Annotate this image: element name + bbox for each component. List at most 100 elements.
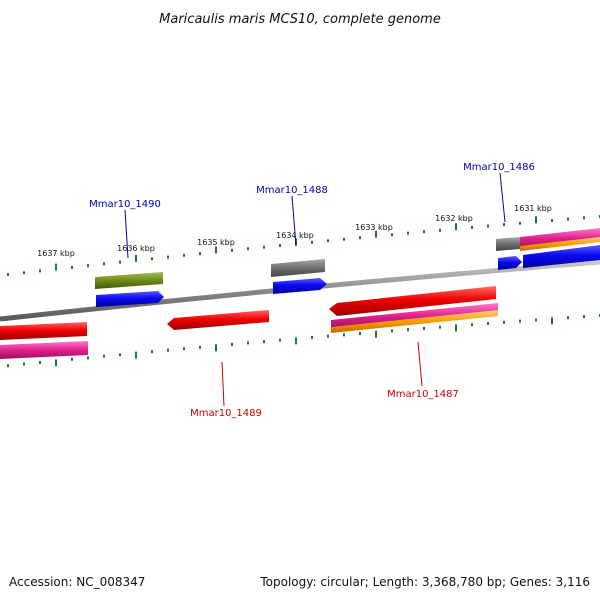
gene-label-mmar10-1489[interactable]: Mmar10_1489	[190, 408, 262, 419]
minor-tick	[407, 231, 409, 235]
feature-magenta[interactable]	[331, 303, 498, 329]
minor-tick	[311, 240, 313, 244]
minor-tick	[183, 347, 185, 351]
tick-label-1637: 1637 kbp	[37, 249, 75, 258]
minor-tick	[71, 357, 73, 361]
minor-tick	[39, 269, 41, 273]
minor-tick	[103, 354, 105, 358]
minor-tick	[183, 253, 185, 257]
minor-tick	[439, 325, 441, 329]
minor-tick	[151, 257, 153, 261]
gene-label-mmar10-1486[interactable]: Mmar10_1486	[463, 162, 535, 173]
minor-tick	[327, 239, 329, 243]
minor-tick	[359, 332, 361, 335]
label-leader-line	[291, 195, 297, 247]
minor-tick	[263, 340, 265, 344]
minor-tick	[519, 319, 521, 323]
minor-tick	[71, 265, 73, 269]
minor-tick	[567, 217, 569, 221]
label-leader-line	[499, 172, 506, 223]
minor-tick	[7, 364, 9, 368]
gene-arrow[interactable]	[523, 245, 600, 268]
minor-tick	[263, 245, 265, 249]
minor-tick	[279, 244, 281, 247]
gene-arrow[interactable]	[0, 322, 87, 340]
minor-tick	[503, 223, 505, 227]
gene-mmar10-1489-arrow[interactable]	[167, 310, 269, 330]
tick-label-1632: 1632 kbp	[435, 214, 473, 223]
minor-tick	[423, 230, 425, 234]
genome-info-text: Topology: circular; Length: 3,368,780 bp…	[260, 575, 590, 589]
minor-tick	[7, 273, 9, 277]
minor-tick	[199, 252, 201, 256]
minor-tick	[167, 255, 169, 259]
minor-tick	[423, 326, 425, 330]
minor-tick	[343, 237, 345, 241]
minor-tick	[471, 323, 473, 327]
minor-tick	[503, 320, 505, 324]
gene-mmar10-1487-arrow[interactable]	[329, 286, 496, 316]
minor-tick	[359, 236, 361, 240]
minor-tick	[39, 361, 41, 364]
minor-tick	[471, 225, 473, 229]
minor-tick	[535, 318, 537, 322]
minor-tick	[439, 228, 441, 232]
lower-tick-row	[7, 314, 600, 368]
minor-tick	[23, 271, 25, 275]
label-leader-line	[124, 209, 129, 259]
label-leader-line	[221, 361, 225, 407]
minor-tick	[327, 334, 329, 338]
minor-tick	[567, 316, 569, 320]
tick-label-1636: 1636 kbp	[117, 244, 155, 253]
minor-tick	[583, 216, 585, 220]
major-tick	[455, 324, 457, 332]
label-leader-line	[417, 341, 423, 387]
major-tick	[215, 344, 217, 352]
minor-tick	[167, 348, 169, 352]
major-tick	[551, 317, 553, 325]
gene-mmar10-1486-arrow[interactable]	[498, 256, 522, 270]
major-tick	[135, 351, 137, 359]
major-tick	[295, 337, 297, 345]
feature-gray[interactable]	[496, 237, 520, 251]
map-title: Maricaulis maris MCS10, complete genome	[159, 12, 441, 27]
feature-gray[interactable]	[271, 259, 325, 277]
major-tick	[215, 246, 217, 254]
minor-tick	[119, 353, 121, 357]
accession-text: Accession: NC_008347	[9, 575, 146, 589]
minor-tick	[119, 260, 121, 264]
tick-label-1631: 1631 kbp	[514, 204, 552, 213]
minor-tick	[391, 329, 393, 333]
feature-olive[interactable]	[95, 272, 163, 289]
major-tick	[535, 216, 537, 224]
gene-label-mmar10-1488[interactable]: Mmar10_1488	[256, 185, 328, 196]
minor-tick	[279, 338, 281, 342]
minor-tick	[583, 315, 585, 319]
minor-tick	[231, 248, 233, 252]
major-tick	[375, 230, 377, 238]
gene-label-mmar10-1490[interactable]: Mmar10_1490	[89, 199, 161, 210]
minor-tick	[343, 333, 345, 337]
minor-tick	[23, 362, 25, 366]
minor-tick	[247, 247, 249, 251]
minor-tick	[231, 342, 233, 346]
minor-tick	[103, 262, 105, 266]
minor-tick	[151, 350, 153, 354]
gene-label-mmar10-1487[interactable]: Mmar10_1487	[387, 389, 459, 400]
minor-tick	[391, 233, 393, 237]
feature-orange[interactable]	[331, 310, 498, 333]
minor-tick	[247, 341, 249, 345]
gene-mmar10-1488-arrow[interactable]	[273, 278, 327, 294]
minor-tick	[519, 221, 521, 225]
feature-orange[interactable]	[520, 237, 600, 251]
minor-tick	[199, 345, 201, 349]
minor-tick	[87, 264, 89, 268]
gene-mmar10-1490-arrow[interactable]	[96, 291, 164, 307]
tick-label-1633: 1633 kbp	[355, 223, 393, 232]
minor-tick	[487, 322, 489, 325]
feature-magenta[interactable]	[0, 341, 88, 359]
tick-label-1635: 1635 kbp	[197, 238, 235, 247]
major-tick	[55, 359, 57, 367]
minor-tick	[551, 219, 553, 222]
